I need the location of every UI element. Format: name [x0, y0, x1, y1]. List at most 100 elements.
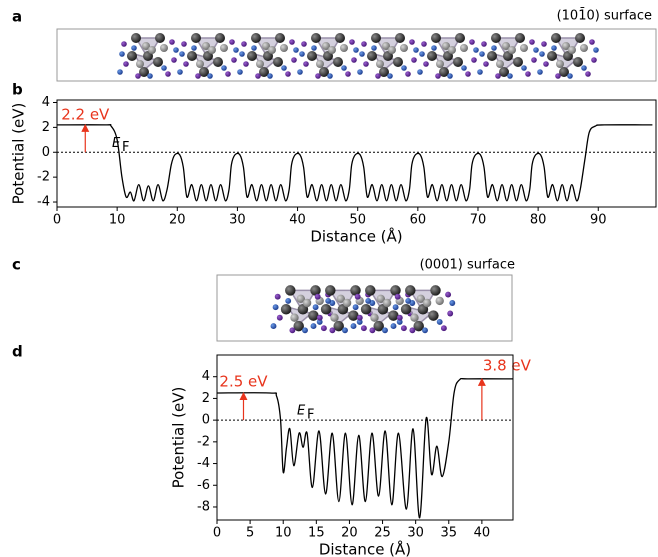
atom	[473, 47, 479, 53]
atom	[448, 46, 456, 54]
atom	[435, 73, 441, 79]
atom	[365, 285, 376, 296]
annotation-label: 3.8 eV	[483, 356, 532, 374]
atom	[291, 57, 297, 63]
atom	[396, 318, 403, 325]
atom	[395, 33, 405, 43]
atom	[281, 65, 287, 71]
atom	[221, 65, 227, 71]
atom	[447, 73, 453, 79]
y-tick-label: -2	[37, 170, 50, 185]
atom	[117, 69, 123, 75]
atom	[382, 42, 390, 50]
atom	[268, 46, 276, 54]
atom	[547, 51, 557, 61]
atom	[369, 327, 376, 334]
atom	[160, 44, 168, 52]
axes-frame	[216, 354, 514, 521]
y-tick-label: -2	[197, 434, 210, 449]
atom	[325, 297, 332, 304]
atom	[440, 325, 447, 332]
structure-label: (101̄0) surface	[557, 8, 652, 23]
atom	[262, 42, 270, 50]
atom	[370, 313, 379, 322]
x-tick-label: 40	[289, 213, 306, 228]
x-tick-label: 10	[275, 526, 292, 541]
atom	[336, 294, 345, 303]
x-tick-label: 60	[410, 213, 427, 228]
atom	[585, 71, 591, 77]
atom	[496, 60, 504, 68]
atom	[442, 42, 450, 50]
atom	[479, 51, 485, 57]
x-tick-label: 15	[308, 526, 325, 541]
atom	[311, 33, 321, 43]
annotation-bg	[60, 105, 112, 124]
y-tick-label: -4	[197, 456, 210, 471]
atom	[273, 57, 283, 67]
atom	[351, 57, 357, 63]
atom	[556, 60, 564, 68]
structure-a	[117, 33, 599, 79]
atom	[367, 51, 377, 61]
atom	[272, 304, 279, 311]
atom	[409, 39, 415, 45]
atom	[243, 61, 249, 67]
atom	[356, 318, 363, 325]
atom	[400, 44, 408, 52]
structure-label: (0001) surface	[420, 258, 515, 273]
atom	[573, 57, 583, 67]
atom	[465, 71, 471, 77]
y-tick-label: 0	[202, 413, 210, 428]
structure-c	[270, 285, 456, 334]
atom	[421, 41, 427, 47]
atom	[513, 57, 523, 67]
atom	[357, 69, 363, 75]
potential-line	[57, 124, 653, 202]
fermi-label: E	[297, 404, 306, 419]
atom	[491, 33, 501, 43]
atom	[202, 42, 210, 50]
y-tick-label: -4	[37, 195, 50, 210]
atom	[342, 298, 352, 308]
atom	[256, 60, 264, 68]
atom	[453, 57, 463, 67]
y-tick-label: -8	[197, 499, 210, 514]
atom	[241, 41, 247, 47]
atom	[405, 71, 411, 77]
atom	[376, 60, 384, 68]
x-tick-label: 10	[109, 213, 126, 228]
atom	[431, 33, 441, 43]
atom	[371, 45, 377, 51]
atom	[387, 73, 393, 79]
atom	[359, 51, 365, 57]
atom	[153, 57, 163, 67]
atom	[382, 298, 392, 308]
atom	[428, 310, 439, 321]
atom	[593, 47, 599, 53]
atom	[231, 57, 237, 63]
atom	[491, 45, 497, 51]
atom	[316, 314, 323, 321]
atom	[431, 45, 437, 51]
atom	[165, 71, 171, 77]
atom	[293, 47, 299, 53]
atom	[396, 314, 403, 321]
atom	[410, 313, 419, 322]
x-tick-label: 35	[440, 526, 457, 541]
fermi-subscript: F	[307, 408, 314, 423]
x-tick-label: 80	[530, 213, 547, 228]
atom	[289, 39, 295, 45]
atom	[520, 44, 528, 52]
atom	[136, 60, 144, 68]
atom	[148, 46, 156, 54]
atom	[515, 33, 525, 43]
atom	[322, 42, 330, 50]
x-tick-label: 5	[246, 526, 254, 541]
atom	[316, 318, 323, 325]
y-tick-label: 0	[42, 145, 50, 160]
atom	[502, 42, 510, 50]
atom	[131, 45, 137, 51]
atom	[325, 285, 336, 296]
